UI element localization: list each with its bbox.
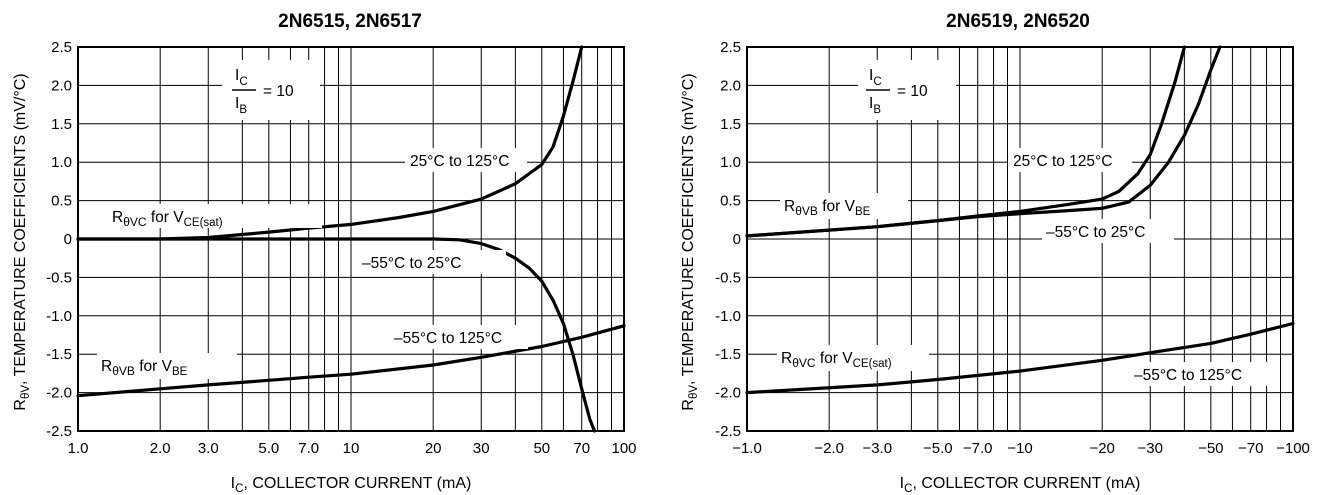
- chart-right-frame: [746, 46, 1294, 432]
- ratio-equals: = 10: [263, 83, 294, 100]
- series-line-1: [76, 45, 584, 241]
- x-tick-label: −5.0: [923, 440, 953, 457]
- y-tick-label: 1.5: [51, 116, 72, 133]
- x-tick-label: 10: [343, 440, 360, 457]
- y-tick-label: 1.0: [720, 154, 741, 171]
- label-bg: [1008, 148, 1132, 172]
- chart-right-y-axis-label: RθV, TEMPERATURE COEFFICIENTS (mV/°C): [680, 73, 700, 410]
- chart-left-y-ticks: 2.5 2.0 1.5 1.0 0.5 0 -0.5 -1.0 -1.5 -2.0 -2.5: [46, 39, 72, 440]
- ratio-numerator: IC: [869, 67, 882, 88]
- x-tick-label: −30: [1138, 440, 1163, 457]
- y-tick-label: 0.5: [51, 193, 72, 210]
- x-tick-label: 100: [611, 440, 636, 457]
- chart-right-series: [745, 45, 1295, 395]
- y-tick-label: 1.5: [720, 116, 741, 133]
- series-line-2: [76, 237, 597, 433]
- x-tick-label: 50: [533, 440, 550, 457]
- chart-left-x-axis-label: IC, COLLECTOR CURRENT (mA): [231, 475, 472, 495]
- ratio-denominator: IB: [235, 95, 247, 116]
- chart-left: 2N6515, 2N6517 1.0 2.0 3.0 5.0 7.0 10 20 30 50 70…: [12, 11, 637, 495]
- y-tick-label: -2.5: [715, 423, 741, 440]
- label-bg: [1130, 362, 1268, 386]
- x-tick-label: 20: [425, 440, 442, 457]
- series-line-3: [76, 324, 626, 398]
- ratio-denominator: IB: [869, 95, 881, 116]
- y-tick-label: 2.5: [51, 39, 72, 56]
- label-bg: [1042, 219, 1174, 243]
- y-tick-label: 0: [733, 231, 741, 248]
- x-tick-label: 7.0: [298, 440, 319, 457]
- x-tick-label: 30: [473, 440, 490, 457]
- curve-label: 25°C to 125°C: [410, 153, 509, 170]
- y-tick-label: -1.5: [46, 346, 72, 363]
- y-tick-label: -0.5: [715, 269, 741, 286]
- x-tick-label: −20: [1089, 440, 1114, 457]
- x-tick-label: −2.0: [814, 440, 844, 457]
- x-tick-label: −1.0: [732, 440, 762, 457]
- chart-right-x-axis-label: IC, COLLECTOR CURRENT (mA): [900, 475, 1141, 495]
- y-tick-label: -1.0: [46, 308, 72, 325]
- series-line-3: [745, 321, 1295, 395]
- label-bg: [777, 345, 929, 371]
- label-bg: [108, 204, 322, 228]
- curve-label: RθVB for VBE: [101, 358, 188, 378]
- y-tick-label: -2.5: [46, 423, 72, 440]
- chart-left-title: 2N6515, 2N6517: [278, 11, 422, 32]
- curve-label: RθVB for VBE: [784, 198, 871, 218]
- y-tick-label: 1.0: [51, 154, 72, 171]
- x-tick-label: −70: [1238, 440, 1263, 457]
- x-tick-label: −100: [1276, 440, 1310, 457]
- x-tick-label: −7.0: [963, 440, 993, 457]
- curve-label: RθVC for VCE(sat): [112, 209, 223, 229]
- y-tick-label: 0: [64, 231, 72, 248]
- y-tick-label: -2.0: [715, 385, 741, 402]
- chart-right-ratio-annotation: IC IB = 10: [866, 67, 928, 116]
- chart-left-frame: [77, 46, 625, 432]
- chart-left-y-axis-label: RθV, TEMPERATURE COEFFICIENTS (mV/°C): [12, 73, 32, 410]
- label-bg: [358, 250, 506, 274]
- y-tick-label: 2.0: [720, 77, 741, 94]
- chart-right-y-ticks: 2.5 2.0 1.5 1.0 0.5 0 -0.5 -1.0 -1.5 -2.0 -2.5: [715, 39, 741, 440]
- series-line-2: [745, 45, 1222, 238]
- y-tick-label: 2.5: [720, 39, 741, 56]
- curve-label: –55°C to 25°C: [1046, 224, 1145, 241]
- label-bg: [390, 325, 528, 349]
- chart-left-x-ticks: 1.0 2.0 3.0 5.0 7.0 10 20 30 50 70 100: [68, 440, 637, 457]
- curve-label: 25°C to 125°C: [1013, 153, 1112, 170]
- x-tick-label: 3.0: [198, 440, 219, 457]
- y-tick-label: -0.5: [46, 269, 72, 286]
- label-bg: [97, 353, 237, 379]
- chart-left-ratio-annotation: IC IB = 10: [232, 67, 294, 116]
- chart-right-x-ticks: −1.0 −2.0 −3.0 −5.0 −7.0 −10 −20 −30 −50 −70 −100: [732, 440, 1310, 457]
- y-tick-label: 0.5: [720, 193, 741, 210]
- x-tick-label: 5.0: [258, 440, 279, 457]
- x-tick-label: −3.0: [862, 440, 892, 457]
- curve-label: –55°C to 125°C: [1134, 367, 1242, 384]
- chart-right-title: 2N6519, 2N6520: [946, 11, 1090, 32]
- x-tick-label: 1.0: [68, 440, 89, 457]
- x-tick-label: −50: [1198, 440, 1223, 457]
- curve-label: –55°C to 125°C: [394, 330, 502, 347]
- label-bg: [405, 148, 527, 172]
- ratio-equals: = 10: [897, 83, 928, 100]
- y-tick-label: -1.0: [715, 308, 741, 325]
- curve-label: RθVC for VCE(sat): [781, 350, 892, 370]
- x-tick-label: 2.0: [150, 440, 171, 457]
- curve-label: –55°C to 25°C: [362, 255, 461, 272]
- chart-right: 2N6519, 2N6520 −1.0 −2.0 −3.0 −5.0 −7.0 −10 −2…: [680, 11, 1310, 495]
- x-tick-label: −10: [1007, 440, 1032, 457]
- y-tick-label: 2.0: [51, 77, 72, 94]
- y-tick-label: -1.5: [715, 346, 741, 363]
- ratio-numerator: IC: [235, 67, 248, 88]
- x-tick-label: 70: [573, 440, 590, 457]
- y-tick-label: -2.0: [46, 385, 72, 402]
- label-bg: [780, 193, 908, 219]
- chart-left-series: [76, 45, 626, 433]
